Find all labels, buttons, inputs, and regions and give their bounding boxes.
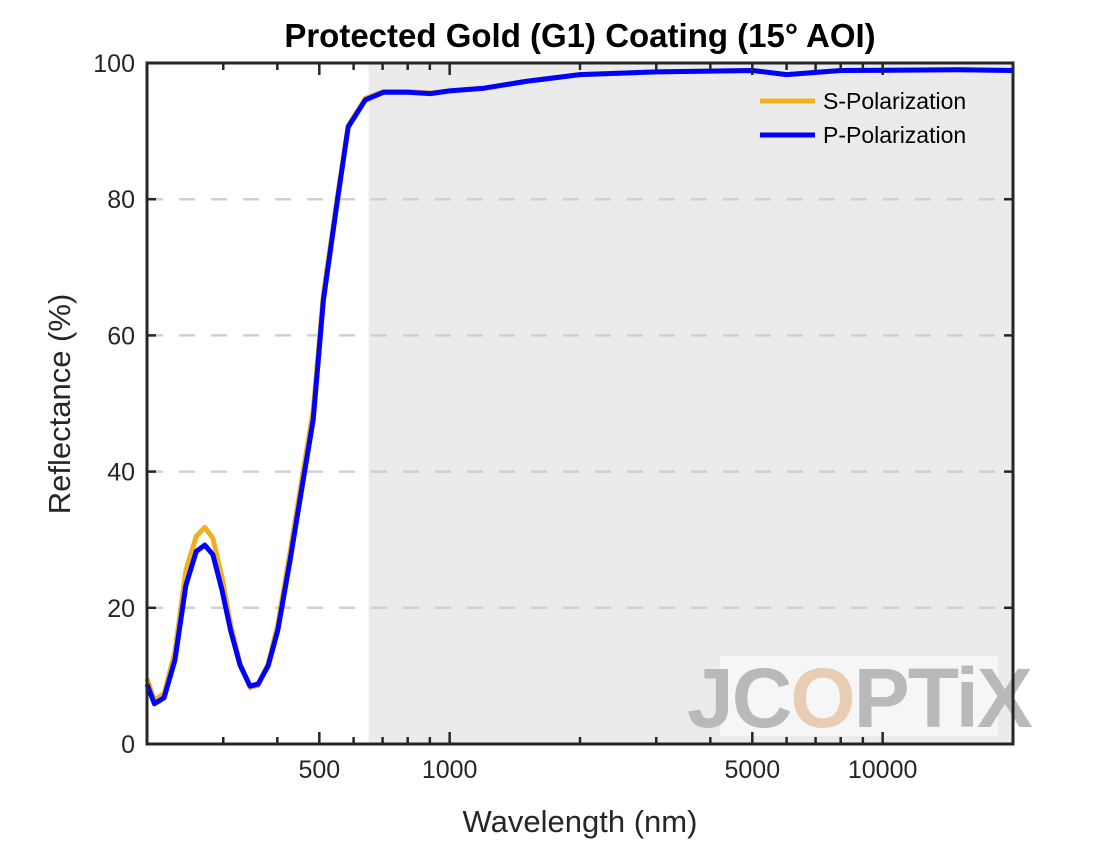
y-tick-label: 100 — [93, 50, 135, 78]
x-tick-label: 500 — [298, 756, 340, 784]
y-tick-label: 0 — [121, 731, 135, 759]
plot-frame — [145, 61, 1015, 746]
x-tick-label: 1000 — [422, 756, 478, 784]
chart-title: Protected Gold (G1) Coating (15° AOI) — [284, 17, 875, 54]
series-line-p-polarization — [144, 67, 1014, 707]
y-axis-label: Reflectance (%) — [42, 294, 77, 515]
x-tick-label: 10000 — [848, 756, 918, 784]
x-axis-label: Wavelength (nm) — [463, 804, 698, 839]
shaded-region — [368, 63, 1013, 744]
svg-text:JCOPTiX: JCOPTiX — [687, 651, 1033, 745]
x-tick-label: 5000 — [724, 756, 780, 784]
y-tick-label: 80 — [107, 186, 135, 214]
y-tick-label: 20 — [107, 595, 135, 623]
legend-label-p-polarization: P-Polarization — [823, 122, 966, 148]
legend: S-Polarization P-Polarization — [760, 88, 966, 148]
jcoptix-watermark: JCOPTiX — [687, 651, 1035, 745]
y-tick-label: 40 — [107, 459, 135, 487]
y-tick-label: 60 — [107, 322, 135, 350]
legend-label-s-polarization: S-Polarization — [823, 88, 966, 114]
